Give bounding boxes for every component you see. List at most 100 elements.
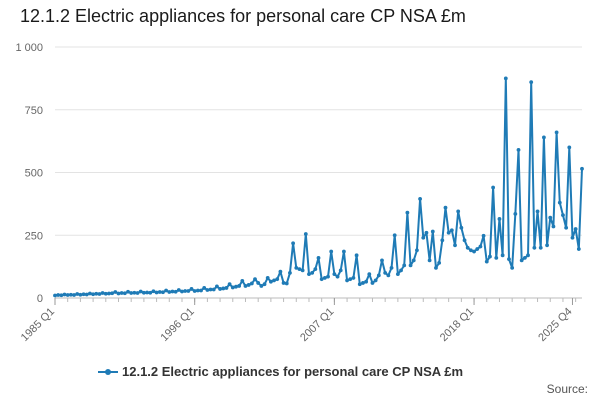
data-point <box>449 228 454 233</box>
data-point <box>456 209 461 214</box>
data-point <box>440 238 445 243</box>
x-tick-label: 2007 Q1 <box>298 306 336 344</box>
data-point <box>135 291 140 295</box>
data-point <box>548 215 553 220</box>
data-point <box>364 279 369 284</box>
data-point <box>326 274 330 279</box>
data-point <box>570 235 575 240</box>
data-point <box>249 281 254 286</box>
data-point <box>313 267 318 272</box>
data-point <box>322 276 327 280</box>
data-point <box>259 284 264 288</box>
data-point <box>459 225 464 230</box>
data-point <box>221 286 226 291</box>
data-point <box>78 292 83 297</box>
data-point <box>434 265 438 270</box>
data-point <box>224 286 229 290</box>
legend-swatch-icon <box>98 367 118 377</box>
series-line <box>54 77 583 297</box>
data-point <box>427 258 432 263</box>
data-point <box>510 265 515 270</box>
data-point <box>484 259 489 264</box>
data-point <box>205 288 210 292</box>
data-point <box>465 245 470 250</box>
data-point <box>253 277 257 282</box>
data-point <box>472 249 476 254</box>
data-point <box>564 225 569 230</box>
data-point <box>538 245 543 250</box>
data-point <box>243 284 248 288</box>
data-point <box>215 284 219 289</box>
data-point <box>446 230 451 235</box>
data-point <box>234 284 238 289</box>
data-point <box>453 243 457 248</box>
data-point <box>361 281 365 285</box>
data-point <box>307 272 311 277</box>
data-point <box>354 253 359 258</box>
data-point <box>164 288 169 293</box>
data-point <box>389 265 394 270</box>
data-point <box>151 289 156 294</box>
data-point <box>576 247 581 251</box>
data-point <box>370 281 375 285</box>
x-tick-label: 2018 Q1 <box>438 306 476 344</box>
data-point <box>507 257 511 261</box>
data-point <box>202 286 207 290</box>
data-point <box>91 292 95 297</box>
data-point <box>357 282 362 287</box>
data-point <box>535 209 540 214</box>
y-axis: 0 250 500 750 1 000 <box>15 42 43 305</box>
data-point <box>545 243 549 248</box>
data-point <box>513 212 518 216</box>
x-axis: 1985 Q1 1996 Q1 2007 Q1 2018 Q1 2025 Q4 <box>19 297 582 344</box>
data-point <box>59 293 64 298</box>
data-point <box>443 205 448 210</box>
y-tick-label: 500 <box>25 168 43 180</box>
data-point <box>348 277 353 282</box>
data-point <box>281 281 286 285</box>
data-point <box>68 292 73 297</box>
data-point <box>316 255 321 260</box>
data-point <box>180 289 184 294</box>
data-point <box>481 233 486 238</box>
data-point <box>475 247 480 251</box>
data-point <box>367 272 372 277</box>
data-point <box>262 282 267 287</box>
data-point <box>116 291 121 296</box>
data-point <box>84 292 89 297</box>
data-point <box>567 145 572 150</box>
data-point <box>230 285 235 290</box>
data-point <box>310 271 315 275</box>
data-point <box>129 291 134 295</box>
data-point <box>557 200 562 205</box>
data-point <box>402 263 407 268</box>
y-tick-label: 0 <box>37 293 43 305</box>
data-point <box>503 76 508 81</box>
data-point <box>405 210 410 215</box>
data-point <box>437 260 442 265</box>
y-tick-label: 750 <box>25 105 43 117</box>
data-point <box>303 232 308 236</box>
data-point <box>126 289 130 294</box>
data-point <box>208 287 213 292</box>
data-point <box>72 293 76 297</box>
data-point <box>415 248 419 253</box>
data-point <box>351 276 356 280</box>
legend[interactable]: 12.1.2 Electric appliances for personal … <box>98 364 463 379</box>
data-point <box>154 290 159 295</box>
data-point <box>110 291 115 296</box>
data-point <box>256 281 261 285</box>
data-point <box>275 277 280 282</box>
data-point <box>529 80 534 85</box>
data-point <box>141 290 146 295</box>
data-point <box>561 213 565 218</box>
legend-label: 12.1.2 Electric appliances for personal … <box>122 364 464 379</box>
data-point <box>551 224 556 229</box>
data-point <box>468 248 473 253</box>
data-point <box>342 249 346 254</box>
data-point <box>173 289 178 294</box>
data-point <box>294 265 299 270</box>
data-point <box>195 288 200 293</box>
data-point <box>268 279 273 284</box>
